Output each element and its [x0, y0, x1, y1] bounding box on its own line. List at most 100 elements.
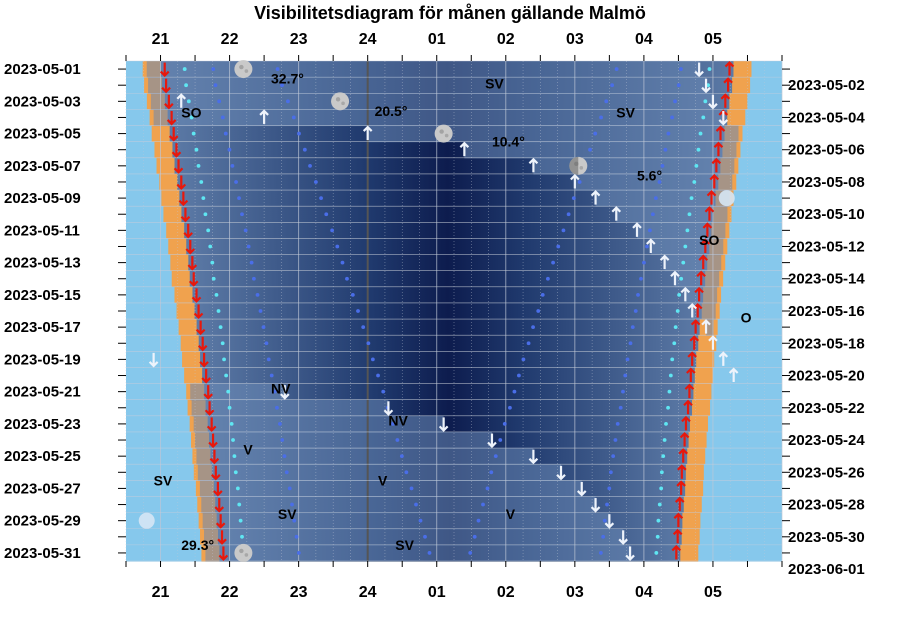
arrow-head — [704, 206, 715, 213]
sunrise-arrow — [704, 206, 715, 221]
date-label-left: 2023-05-13 — [4, 255, 81, 272]
direction-label: NV — [388, 413, 408, 429]
twilight-dot — [237, 196, 241, 200]
moon-crater — [439, 129, 444, 134]
night-row — [198, 335, 699, 352]
sunrise-arrow — [706, 190, 717, 205]
moon-up-row — [150, 93, 713, 110]
altitude-label: 5.6° — [637, 168, 662, 184]
twilight-dot — [657, 502, 662, 507]
twilight-dot — [540, 292, 545, 297]
arrow-head — [166, 119, 177, 126]
twilight-dot — [233, 470, 238, 475]
twilight-dot — [672, 341, 677, 346]
arrow-head — [383, 409, 394, 416]
moonset-arrow — [708, 94, 718, 110]
direction-label: O — [741, 309, 752, 325]
moon-up-row — [204, 528, 624, 546]
moon-up-row — [574, 173, 733, 191]
twilight-dot — [602, 518, 607, 523]
twilight-dot — [577, 180, 582, 184]
twilight-dot — [707, 67, 712, 71]
date-label-right: 2023-05-08 — [788, 174, 865, 191]
moon-icon — [234, 60, 253, 79]
twilight-dot — [232, 454, 237, 459]
sunrise-arrow — [723, 77, 733, 92]
moonset-arrow — [694, 62, 704, 78]
moonrise-arrow — [632, 222, 642, 237]
twilight-dot — [282, 454, 287, 459]
twilight-dot — [656, 518, 661, 523]
moonset-arrow — [528, 449, 539, 465]
arrow-head — [672, 528, 683, 536]
twilight-dot — [237, 502, 242, 507]
arrow-head — [178, 199, 189, 207]
altitude-label: 10.4° — [492, 134, 525, 150]
twilight-dot — [694, 163, 699, 168]
twilight-dot — [330, 228, 335, 233]
moon-up-row — [685, 286, 718, 304]
twilight-dot — [186, 99, 191, 104]
date-label-right: 2023-05-16 — [788, 303, 865, 320]
twilight-dot — [668, 373, 673, 378]
twilight-dot — [404, 470, 409, 475]
twilight-dot — [526, 341, 531, 346]
moonrise-arrow — [680, 286, 691, 302]
moon-up-row — [195, 431, 492, 449]
twilight-dot — [623, 373, 628, 378]
twilight-dot — [258, 309, 263, 313]
moonset-arrow — [438, 417, 449, 432]
twilight-dot — [211, 67, 216, 71]
twilight-dot — [182, 67, 187, 71]
moonrise-arrow — [670, 270, 680, 286]
moon-up-row — [533, 157, 735, 175]
sunset-arrow — [213, 481, 223, 497]
twilight-dot — [427, 551, 432, 555]
twilight-dot — [350, 292, 355, 297]
moonset-arrow — [625, 546, 635, 561]
arrow-head — [625, 554, 635, 561]
arrow-head — [206, 425, 217, 432]
hour-label-bottom: 22 — [221, 584, 239, 601]
direction-label: SV — [485, 76, 504, 92]
twilight-dot — [275, 67, 280, 71]
moonset-arrow — [718, 110, 729, 126]
twilight-dot — [685, 228, 690, 233]
moon-icon — [718, 190, 735, 207]
sunrise-arrow — [681, 415, 691, 431]
twilight-dot — [502, 422, 507, 426]
twilight-dot — [654, 551, 659, 555]
hour-label-top: 23 — [290, 31, 308, 48]
arrow-head — [203, 393, 213, 400]
twilight-dot — [681, 260, 686, 265]
arrow-head — [646, 238, 656, 245]
sunset-arrow — [191, 288, 202, 303]
hour-label-top: 02 — [497, 31, 515, 48]
moon-up-row — [367, 125, 739, 143]
moonset-arrow — [383, 401, 394, 416]
twilight-dot — [216, 309, 221, 313]
arrow-head — [438, 425, 449, 432]
sunset-arrow — [180, 207, 191, 223]
twilight-dot — [414, 502, 418, 507]
twilight-dot — [636, 292, 640, 297]
moon-disc — [434, 124, 453, 143]
sunset-arrow — [217, 530, 227, 545]
sunrise-arrow — [724, 61, 735, 76]
twilight-dot — [662, 438, 667, 442]
altitude-label: 29.3° — [181, 537, 214, 553]
moonrise-arrow — [259, 109, 269, 124]
twilight-dot — [423, 534, 427, 539]
twilight-dot — [615, 422, 620, 426]
hour-label-top: 03 — [566, 31, 584, 48]
night-row — [188, 254, 708, 272]
twilight-dot — [255, 292, 260, 297]
date-label-left: 2023-05-25 — [4, 448, 81, 465]
sunrise-arrow — [678, 448, 688, 463]
twilight-dot — [521, 357, 526, 362]
twilight-dot — [517, 373, 521, 378]
date-label-left: 2023-05-17 — [4, 319, 81, 336]
sunrise-arrow — [672, 528, 683, 544]
twilight-dot — [399, 454, 404, 459]
sunrise-arrow — [673, 512, 684, 528]
